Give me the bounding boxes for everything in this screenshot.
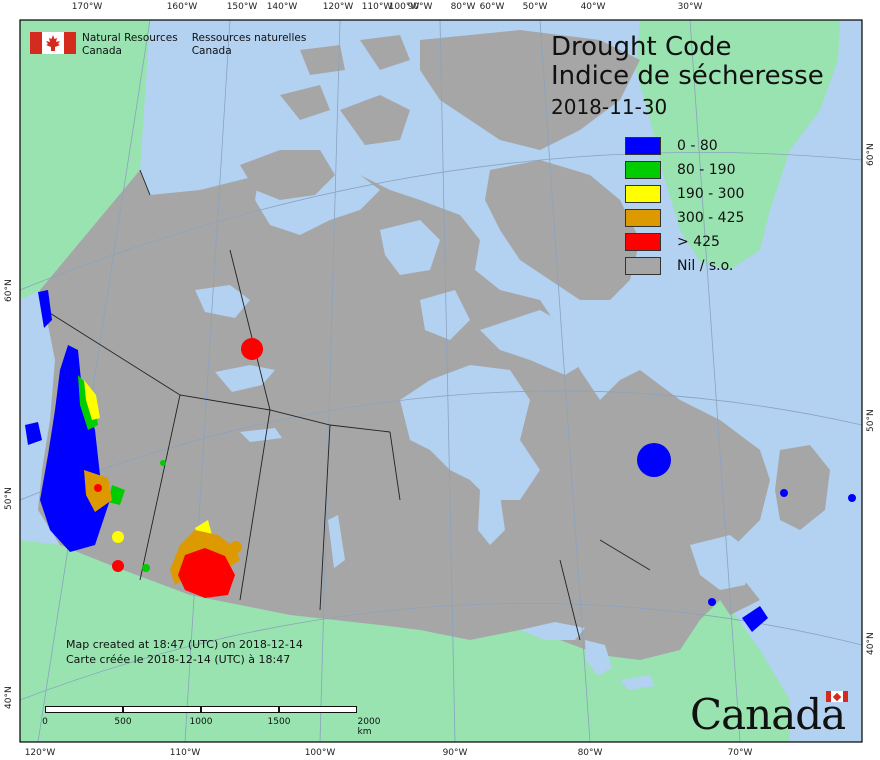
graticule (19, 19, 863, 743)
alaska-land (20, 20, 150, 300)
lake-ontario (620, 675, 655, 690)
graticule-label: 60°W (479, 2, 505, 12)
legend-item: 300 - 425 (625, 206, 744, 230)
map-legend: 0 - 80 80 - 190 190 - 300 300 - 425 > 425 Nil… (625, 134, 744, 278)
agency-name-en: Natural Resources Canada (82, 32, 178, 57)
ellesmere-island (420, 30, 640, 150)
james-bay (478, 490, 505, 545)
wordmark-flag-icon (826, 691, 848, 702)
arctic-sound (380, 220, 440, 275)
graticule-label: 70°W (727, 748, 753, 758)
arctic-island-4 (300, 45, 345, 75)
graticule-label: 80°W (450, 2, 476, 12)
hudson-bay (400, 365, 540, 500)
scale-bar-segment (123, 706, 201, 713)
graticule-label: 50°N (866, 409, 876, 432)
scale-bar-label: 1000 (189, 717, 213, 727)
victoria-island (240, 150, 335, 200)
newfoundland (775, 445, 830, 530)
baffin-island (485, 160, 640, 300)
scale-bar: 0 500 1000 1500 2000 km (42, 704, 380, 737)
drought-red-zones (94, 338, 263, 598)
scale-bar-label: 1500 (267, 717, 291, 727)
graticule-label: 110°W (169, 748, 201, 758)
graticule-label: 60°N (866, 143, 876, 166)
legend-item: 0 - 80 (625, 134, 744, 158)
legend-swatch (625, 257, 661, 275)
legend-swatch (625, 209, 661, 227)
greenland-land (636, 20, 840, 270)
legend-swatch (625, 161, 661, 179)
lake-athabasca (240, 428, 282, 442)
legend-item: 190 - 300 (625, 182, 744, 206)
legend-item: Nil / s.o. (625, 254, 744, 278)
lake-superior (520, 622, 585, 640)
legend-label: 0 - 80 (677, 138, 718, 154)
legend-label: 300 - 425 (677, 210, 745, 226)
hudson-strait (480, 310, 590, 375)
legend-label: 190 - 300 (677, 186, 745, 202)
legend-swatch (625, 185, 661, 203)
legend-item: > 425 (625, 230, 744, 254)
graticule-label: 50°N (4, 487, 14, 510)
credit-fr: Carte créée le 2018-12-14 (UTC) à 18:47 (66, 653, 291, 666)
map-credit: Map created at 18:47 (UTC) on 2018-12-14… (66, 637, 303, 667)
graticule-label: 80°W (577, 748, 603, 758)
graticule-label: 110°W (361, 2, 393, 12)
legend-label: 80 - 190 (677, 162, 736, 178)
graticule-label: 40°N (4, 686, 14, 709)
legend-label: > 425 (677, 234, 720, 250)
usa-land (20, 540, 790, 742)
graticule-label: 100°W (388, 2, 420, 12)
graticule-label: 40°W (580, 2, 606, 12)
lake-winnipeg (328, 515, 345, 568)
arctic-island-3 (360, 35, 410, 70)
graticule-label: 140°W (266, 2, 298, 12)
legend-swatch (625, 233, 661, 251)
legend-swatch (625, 137, 661, 155)
scale-bar-label: 0 (42, 717, 48, 727)
scale-bar-segment (279, 706, 357, 713)
graticule-label: 120°W (24, 748, 56, 758)
legend-item: 80 - 190 (625, 158, 744, 182)
graticule-label: 30°W (677, 2, 703, 12)
graticule-label: 40°N (866, 632, 876, 655)
graticule-label: 160°W (166, 2, 198, 12)
graticule-label: 170°W (71, 2, 103, 12)
scale-bar-segment (45, 706, 123, 713)
canada-flag-icon (30, 32, 76, 54)
great-bear-lake (195, 285, 250, 318)
map-title-fr: Indice de sécheresse (551, 61, 824, 91)
lake-huron (585, 640, 612, 676)
graticule-label: 120°W (322, 2, 354, 12)
provincial-borders (44, 169, 651, 641)
graticule-label: 60°N (4, 279, 14, 302)
foxe-basin (420, 290, 470, 340)
graticule-label: 150°W (226, 2, 258, 12)
scale-bar-segment (201, 706, 279, 713)
map-title-en: Drought Code (551, 32, 732, 62)
map-title-block: Drought Code Indice de sécheresse 2018-1… (551, 33, 824, 121)
gulf-st-lawrence (690, 535, 755, 590)
credit-en: Map created at 18:47 (UTC) on 2018-12-14 (66, 638, 303, 651)
legend-label: Nil / s.o. (677, 258, 734, 274)
graticule-label: 50°W (522, 2, 548, 12)
arctic-island-2 (280, 85, 330, 120)
scale-bar-label: 500 (114, 717, 132, 727)
map-frame (19, 19, 863, 743)
graticule-label: 90°W (442, 748, 468, 758)
map-date: 2018-11-30 (551, 95, 668, 119)
canada-wordmark: Canada (690, 690, 846, 739)
agency-name-fr: Ressources naturelles Canada (191, 32, 307, 57)
graticule-label: 90°W (407, 2, 433, 12)
nrcan-signature: Natural Resources Canada Ressources natu… (30, 32, 306, 58)
arctic-island-1 (340, 95, 410, 145)
graticule-label: 100°W (304, 748, 336, 758)
scale-bar-label: 2000 km (357, 717, 381, 737)
